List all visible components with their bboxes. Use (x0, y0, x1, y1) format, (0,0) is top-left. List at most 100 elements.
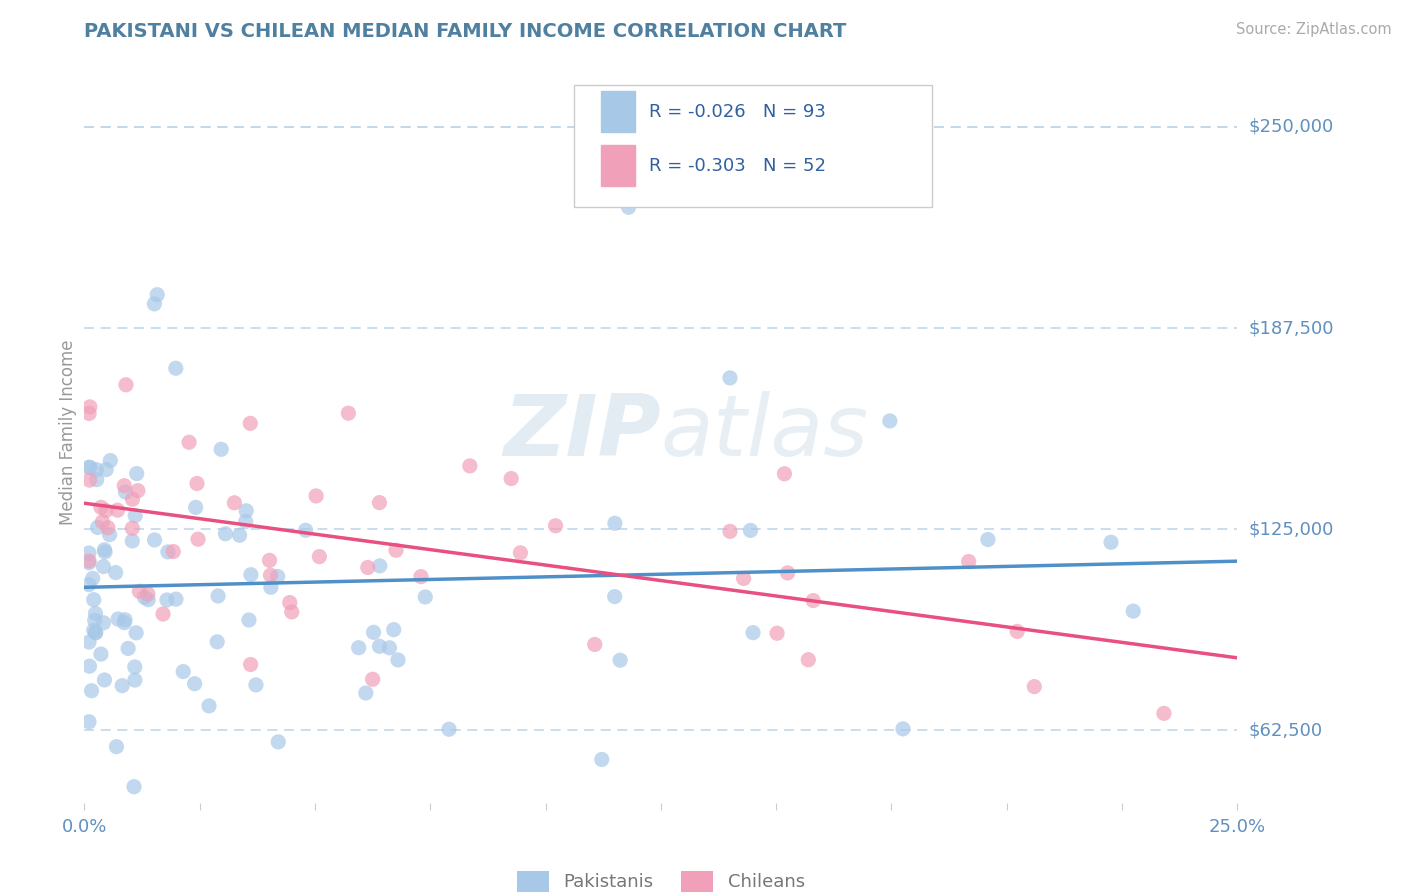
Point (143, 297, 166, 311)
Point (111, 679, 134, 693)
Point (361, 672, 384, 686)
Point (84, 625, 107, 640)
Point (90, 500, 112, 515)
Point (82, 571, 104, 585)
Text: R = -0.026   N = 93: R = -0.026 N = 93 (650, 103, 827, 120)
Point (77, 577, 100, 591)
Point (977, 533, 1000, 547)
Point (207, 589, 229, 603)
Point (591, 752, 613, 766)
Y-axis label: Median Family Income: Median Family Income (59, 340, 77, 525)
Point (134, 591, 156, 605)
Point (94, 503, 117, 517)
Point (1153, 706, 1175, 721)
Point (617, 200, 640, 214)
FancyBboxPatch shape (575, 85, 932, 207)
Point (385, 543, 408, 558)
Point (156, 593, 179, 607)
Point (83, 623, 105, 637)
Point (718, 524, 741, 539)
Point (337, 406, 360, 420)
Point (80, 683, 103, 698)
Point (79, 659, 101, 673)
Point (347, 640, 370, 655)
Point (409, 569, 432, 583)
Point (382, 623, 405, 637)
Point (79, 460, 101, 475)
Point (259, 568, 281, 582)
Point (458, 458, 481, 473)
Point (98, 453, 121, 467)
Point (797, 653, 820, 667)
Point (77, 554, 100, 568)
Point (105, 739, 128, 754)
Text: R = -0.303   N = 52: R = -0.303 N = 52 (650, 156, 827, 175)
Point (214, 526, 236, 541)
Point (121, 521, 143, 535)
Point (413, 590, 436, 604)
Point (91, 515, 114, 529)
Point (77, 556, 100, 570)
Point (387, 653, 409, 667)
Point (228, 528, 250, 542)
Point (363, 625, 385, 640)
Point (136, 587, 159, 601)
Point (1024, 680, 1046, 694)
Point (162, 544, 184, 558)
Point (609, 653, 631, 667)
Point (172, 665, 194, 679)
Point (128, 584, 150, 599)
Point (84, 625, 107, 640)
Point (245, 678, 267, 692)
Point (121, 492, 143, 507)
Point (235, 515, 257, 529)
Point (267, 735, 290, 749)
FancyBboxPatch shape (600, 145, 636, 186)
Point (583, 637, 606, 651)
Point (77, 546, 100, 560)
Point (801, 593, 824, 607)
Point (266, 569, 288, 583)
Point (357, 560, 380, 574)
Point (437, 723, 460, 737)
Point (368, 495, 391, 509)
Point (742, 625, 765, 640)
FancyBboxPatch shape (600, 91, 636, 132)
Point (143, 533, 166, 547)
Point (239, 657, 262, 672)
Point (718, 371, 741, 385)
Point (114, 485, 136, 500)
Point (107, 503, 129, 517)
Point (205, 635, 228, 649)
Point (98, 527, 121, 541)
Point (156, 545, 179, 559)
Point (94, 462, 117, 476)
Point (79, 400, 101, 414)
Point (1122, 604, 1144, 618)
Point (83, 613, 105, 627)
Point (368, 640, 391, 654)
Text: Source: ZipAtlas.com: Source: ZipAtlas.com (1236, 22, 1392, 37)
Point (308, 549, 330, 564)
Point (79, 473, 101, 487)
Point (77, 406, 100, 420)
Point (183, 676, 205, 690)
Point (86, 520, 108, 534)
Point (278, 595, 301, 609)
Point (83, 592, 105, 607)
Point (165, 361, 187, 376)
Point (125, 467, 148, 481)
Text: $125,000: $125,000 (1249, 520, 1334, 538)
Point (509, 546, 531, 560)
Point (187, 533, 209, 547)
Point (177, 435, 200, 450)
Point (117, 641, 139, 656)
Point (354, 686, 377, 700)
Text: PAKISTANI VS CHILEAN MEDIAN FAMILY INCOME CORRELATION CHART: PAKISTANI VS CHILEAN MEDIAN FAMILY INCOM… (84, 22, 846, 41)
Point (77, 714, 100, 729)
Point (239, 417, 262, 431)
Text: $250,000: $250,000 (1249, 118, 1334, 136)
Point (152, 607, 174, 621)
Point (86, 473, 108, 487)
Point (165, 592, 187, 607)
